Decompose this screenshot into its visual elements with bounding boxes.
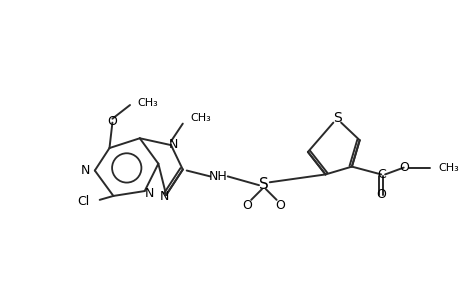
Text: Cl: Cl — [78, 195, 90, 208]
Text: CH₃: CH₃ — [190, 113, 211, 123]
Text: CH₃: CH₃ — [437, 163, 458, 172]
Text: N: N — [80, 164, 90, 177]
Text: N: N — [145, 187, 154, 200]
Text: CH₃: CH₃ — [138, 98, 158, 108]
Text: O: O — [375, 188, 385, 202]
Text: O: O — [398, 161, 408, 174]
Text: S: S — [332, 111, 341, 125]
Text: N: N — [168, 138, 177, 151]
Text: O: O — [107, 115, 117, 128]
Text: S: S — [258, 177, 268, 192]
Text: C: C — [376, 168, 385, 181]
Text: N: N — [159, 190, 168, 203]
Text: NH: NH — [208, 170, 227, 183]
Text: O: O — [275, 199, 285, 212]
Text: O: O — [242, 199, 252, 212]
